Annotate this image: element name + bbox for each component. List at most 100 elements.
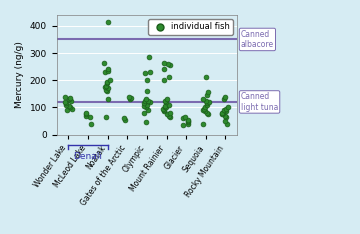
Text: Denali: Denali — [73, 152, 103, 161]
Point — [221, 108, 227, 112]
Point — [141, 111, 147, 115]
Point — [66, 104, 72, 108]
Point — [225, 106, 231, 109]
Point — [203, 76, 209, 79]
Point — [180, 123, 185, 127]
Point — [104, 80, 110, 84]
Point — [146, 55, 152, 59]
Point — [162, 99, 168, 102]
Point — [167, 63, 173, 67]
Point — [204, 111, 210, 115]
Point — [205, 91, 211, 94]
Point — [162, 108, 167, 112]
Point — [83, 112, 89, 116]
Point — [185, 118, 191, 121]
Point — [147, 70, 153, 74]
Point — [145, 99, 151, 102]
Point — [206, 100, 211, 104]
Point — [105, 87, 111, 90]
Point — [127, 95, 132, 98]
Point — [221, 97, 226, 101]
Point — [63, 103, 69, 106]
Point — [62, 95, 68, 98]
Point — [206, 112, 211, 116]
Point — [103, 70, 108, 74]
Point — [222, 119, 228, 123]
Point — [142, 99, 148, 102]
Point — [144, 106, 149, 109]
Point — [144, 103, 150, 106]
Point — [165, 112, 170, 116]
Point — [121, 116, 127, 120]
Point — [142, 72, 148, 75]
Point — [69, 107, 75, 111]
Legend: individual fish: individual fish — [148, 19, 233, 35]
Point — [63, 101, 69, 105]
Point — [104, 89, 110, 93]
Point — [204, 101, 210, 105]
Point — [185, 121, 190, 124]
Point — [166, 76, 172, 79]
Point — [203, 99, 208, 102]
Point — [127, 97, 133, 101]
Point — [220, 111, 226, 115]
Point — [162, 104, 168, 108]
Point — [225, 122, 230, 126]
Point — [182, 115, 188, 119]
Point — [222, 107, 228, 111]
Point — [145, 108, 151, 112]
Point — [102, 85, 108, 89]
Point — [64, 108, 70, 112]
Point — [144, 78, 150, 82]
Point — [105, 67, 111, 71]
Point — [143, 121, 148, 124]
Point — [105, 20, 111, 24]
Point — [141, 101, 147, 105]
Point — [180, 116, 186, 120]
Point — [103, 115, 109, 119]
Point — [67, 106, 73, 109]
Point — [166, 62, 171, 66]
Text: Canned
light tuna: Canned light tuna — [241, 92, 278, 112]
Point — [202, 107, 207, 111]
Point — [105, 97, 111, 101]
Point — [62, 100, 68, 104]
Point — [144, 89, 150, 93]
Point — [147, 100, 153, 104]
Point — [161, 107, 166, 111]
Point — [167, 115, 172, 119]
Point — [102, 61, 107, 64]
Point — [67, 96, 73, 100]
Point — [83, 111, 89, 115]
Y-axis label: Mercury (ng/g): Mercury (ng/g) — [15, 41, 24, 108]
Point — [89, 122, 94, 126]
Point — [219, 111, 225, 115]
Point — [107, 78, 112, 82]
Point — [66, 97, 72, 101]
Point — [103, 84, 109, 88]
Point — [105, 69, 111, 73]
Point — [222, 114, 228, 117]
Point — [128, 96, 134, 100]
Point — [163, 100, 168, 104]
Point — [224, 110, 229, 113]
Point — [87, 115, 93, 119]
Point — [141, 104, 147, 108]
Point — [162, 61, 167, 64]
Point — [223, 115, 229, 119]
Point — [104, 81, 109, 85]
Point — [143, 97, 148, 101]
Point — [200, 108, 206, 112]
Point — [222, 95, 228, 98]
Point — [83, 114, 89, 117]
Point — [161, 78, 167, 82]
Point — [200, 97, 206, 101]
Point — [103, 88, 109, 91]
Point — [202, 106, 207, 109]
Point — [185, 122, 191, 126]
Point — [161, 67, 166, 71]
Point — [161, 110, 166, 113]
Point — [200, 122, 206, 126]
Point — [162, 106, 168, 109]
Point — [68, 99, 74, 102]
